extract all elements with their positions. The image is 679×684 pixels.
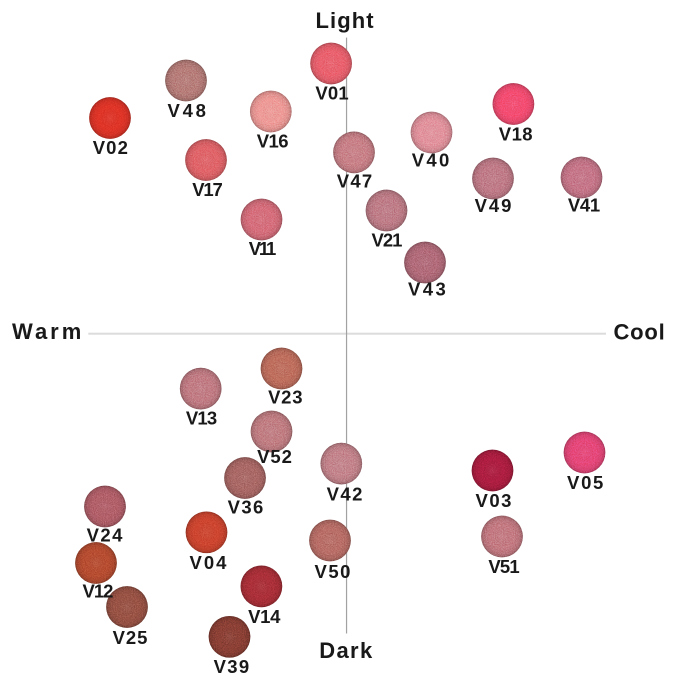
svg-text:Dark: Dark: [319, 638, 373, 663]
svg-text:V51: V51: [488, 556, 519, 577]
svg-text:V16: V16: [257, 130, 289, 151]
svg-text:V52: V52: [257, 446, 292, 467]
svg-text:V36: V36: [228, 496, 264, 517]
svg-text:V13: V13: [186, 407, 217, 428]
svg-text:V11: V11: [249, 238, 277, 259]
svg-text:V17: V17: [192, 179, 223, 200]
svg-text:V12: V12: [83, 580, 114, 601]
svg-text:V39: V39: [214, 656, 250, 677]
svg-text:V23: V23: [268, 387, 302, 408]
svg-text:V05: V05: [567, 472, 603, 493]
svg-text:V50: V50: [315, 561, 351, 582]
svg-text:V03: V03: [476, 490, 512, 511]
svg-text:V18: V18: [499, 123, 533, 144]
svg-text:V25: V25: [113, 627, 148, 648]
svg-text:V21: V21: [372, 230, 403, 251]
svg-text:Cool: Cool: [614, 319, 665, 344]
svg-text:V49: V49: [475, 195, 512, 216]
svg-text:V41: V41: [568, 194, 600, 215]
svg-text:V48: V48: [168, 100, 206, 121]
svg-text:V04: V04: [190, 552, 228, 573]
svg-text:V40: V40: [412, 150, 450, 171]
svg-text:V01: V01: [315, 82, 348, 103]
svg-text:V42: V42: [327, 483, 363, 504]
svg-text:Warm: Warm: [12, 319, 81, 344]
svg-text:V02: V02: [93, 137, 128, 158]
svg-text:V14: V14: [248, 606, 281, 627]
svg-text:Light: Light: [316, 8, 375, 33]
svg-text:V43: V43: [408, 278, 446, 299]
svg-text:V24: V24: [87, 524, 124, 545]
svg-text:V47: V47: [337, 170, 372, 191]
